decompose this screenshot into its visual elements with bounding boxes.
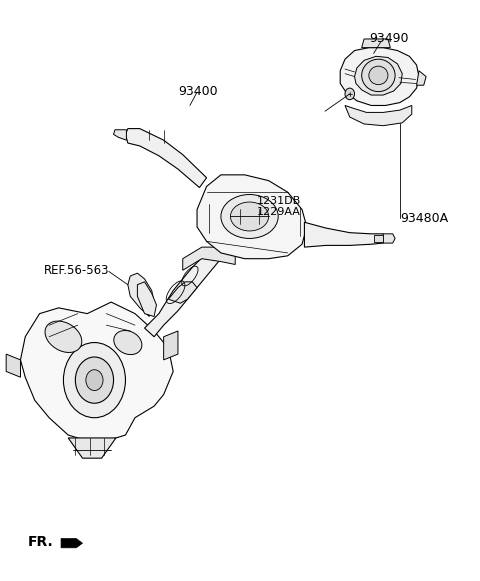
Ellipse shape	[230, 202, 269, 231]
Text: 93400: 93400	[178, 84, 217, 98]
Ellipse shape	[63, 343, 125, 418]
Ellipse shape	[345, 88, 355, 100]
Ellipse shape	[45, 321, 82, 353]
Polygon shape	[164, 331, 178, 360]
Text: 93480A: 93480A	[400, 211, 448, 225]
Polygon shape	[68, 438, 116, 458]
Polygon shape	[61, 539, 83, 548]
Ellipse shape	[362, 59, 395, 92]
Polygon shape	[125, 128, 206, 188]
Text: 1231DB: 1231DB	[257, 196, 301, 206]
Text: 93490: 93490	[369, 33, 408, 45]
Ellipse shape	[75, 357, 114, 403]
Polygon shape	[137, 282, 156, 317]
Polygon shape	[144, 253, 221, 337]
Ellipse shape	[86, 370, 103, 390]
Polygon shape	[128, 273, 154, 317]
Polygon shape	[383, 234, 395, 243]
Polygon shape	[355, 56, 402, 95]
Ellipse shape	[114, 331, 142, 354]
Polygon shape	[362, 39, 390, 48]
Polygon shape	[417, 71, 426, 85]
Polygon shape	[304, 223, 385, 247]
Polygon shape	[168, 282, 197, 303]
Ellipse shape	[369, 66, 388, 85]
Text: 1229AA: 1229AA	[257, 207, 300, 217]
Text: REF.56-563: REF.56-563	[44, 264, 110, 277]
Polygon shape	[183, 247, 235, 270]
Polygon shape	[21, 302, 173, 441]
Polygon shape	[114, 130, 126, 140]
Polygon shape	[340, 48, 419, 106]
Bar	[374, 235, 383, 242]
Ellipse shape	[221, 195, 278, 238]
Polygon shape	[6, 354, 21, 377]
Polygon shape	[345, 106, 412, 125]
Text: FR.: FR.	[28, 535, 53, 549]
Polygon shape	[197, 175, 307, 259]
